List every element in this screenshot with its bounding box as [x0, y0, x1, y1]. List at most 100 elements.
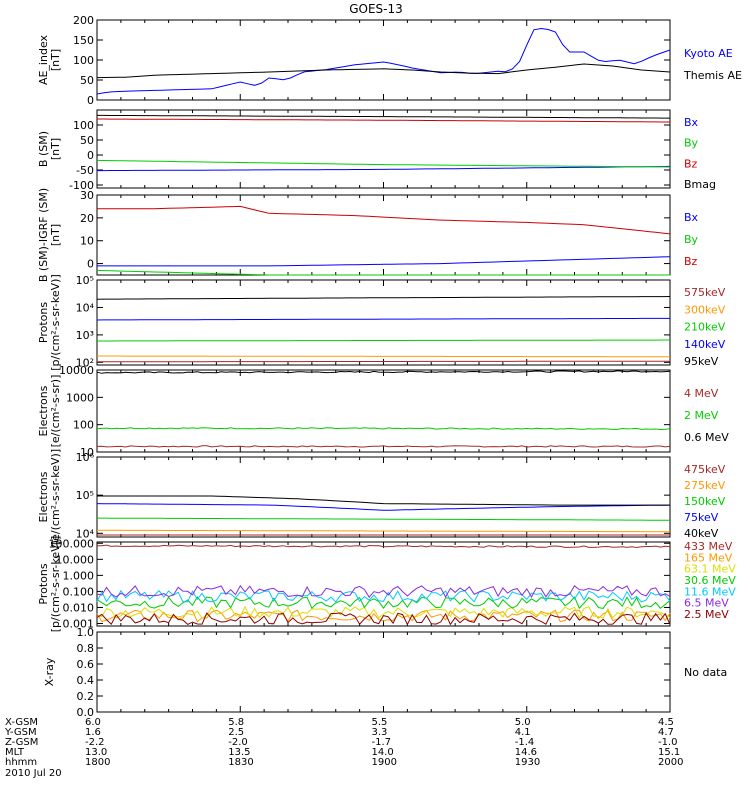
panel-frame: [96, 279, 671, 366]
legend-entry: 11.6 MeV: [684, 585, 736, 598]
legend-entry: Bmag: [684, 178, 716, 191]
ephemeris-value: 14.0: [372, 747, 394, 758]
series-line: [97, 495, 670, 506]
y-tick-label: 10²: [76, 356, 94, 369]
legend-entry: Bz: [684, 255, 698, 268]
y-tick-label: 150: [73, 34, 94, 47]
legend-entry: 30.6 MeV: [684, 574, 736, 587]
y-tick-label: 50: [80, 134, 94, 147]
legend-entry: 140keV: [684, 338, 726, 351]
series-line: [97, 529, 670, 533]
ephemeris-value: 6.0: [85, 717, 101, 728]
series-line: [97, 256, 671, 267]
y-tick-label: 20: [80, 212, 94, 225]
y-tick-label: 10⁴: [76, 301, 95, 314]
legend-entry: 0.6 MeV: [684, 431, 729, 444]
ephemeris-value: 15.1: [658, 747, 680, 758]
series-line: [96, 609, 671, 623]
legend-entry: Themis AE: [683, 69, 742, 82]
panel-6: 10⁴ 10⁵ 10⁶ Electrons [e/(cm²-s-sr-keV)] 475k…: [37, 449, 726, 545]
y-tick-label: 10: [80, 235, 94, 248]
ephemeris-value: 14.6: [515, 747, 537, 758]
panel-frame: [96, 369, 671, 453]
ephemeris-value: -1.4: [515, 737, 535, 748]
legend-entry: 165 MeV: [684, 551, 733, 564]
y-tick-label: 200: [73, 14, 94, 27]
y-tick-label: 10⁴: [76, 527, 95, 540]
series-line: [97, 517, 670, 521]
y-axis-label: B (SM): [37, 131, 50, 167]
series-line: [96, 503, 671, 511]
legend-entry: 150keV: [684, 495, 726, 508]
legend-entry: 300keV: [684, 303, 726, 316]
ephemeris-value: 1900: [372, 757, 397, 768]
legend-entry: Bx: [684, 116, 699, 129]
y-tick-label: 10.000: [56, 553, 95, 566]
ephemeris-value: 5.5: [372, 717, 388, 728]
legend-entry: 75keV: [684, 511, 719, 524]
no-data-label: No data: [684, 666, 727, 679]
legend-entry: 210keV: [684, 321, 726, 334]
legend-entry: 40keV: [684, 527, 719, 540]
y-tick-label: 0.0: [77, 706, 95, 719]
legend-entry: 4 MeV: [684, 387, 719, 400]
ephemeris-value: 13.5: [228, 747, 250, 758]
panel-2: -100 -50 0 50 100 B (SM) [nT] Bx By Bz Bmag: [37, 109, 716, 192]
ephemeris-row-label: X-GSM: [5, 717, 38, 728]
ephemeris-value: 1830: [228, 757, 253, 768]
series-line: [97, 339, 670, 342]
ephemeris-value: 4.7: [658, 727, 674, 738]
ephemeris-value: 1.6: [85, 727, 101, 738]
series-line: [96, 605, 671, 619]
y-tick-label: 1.0: [77, 626, 95, 639]
y-axis-label: X-ray: [43, 657, 56, 686]
ephemeris-value: 2.5: [228, 727, 244, 738]
series-line: [97, 360, 670, 363]
y-tick-label: 0.6: [77, 658, 95, 671]
y-axis-label: B (SM)-IGRF (SM): [37, 188, 50, 282]
y-tick-label: 100: [73, 119, 94, 132]
series-line: [96, 296, 671, 300]
series-line: [97, 205, 671, 235]
series-line: [96, 269, 670, 276]
series-line: [96, 427, 671, 431]
y-tick-label: 10⁵: [76, 489, 94, 502]
series-line: [96, 370, 671, 374]
panel-frame: [96, 456, 671, 538]
series-line: [96, 589, 671, 603]
series-line: [96, 612, 671, 626]
y-tick-label: 100.000: [49, 537, 95, 550]
y-tick-label: 0.4: [77, 674, 95, 687]
panel-4: 10² 10³ 10⁴ 10⁵ Protons [p/(cm²-s-sr-keV)] 575…: [37, 274, 726, 371]
y-axis-label: Protons: [37, 563, 50, 604]
y-axis-label: Protons: [37, 302, 50, 343]
y-tick-label: 0.8: [77, 642, 95, 655]
ephemeris-value: 2000: [658, 757, 683, 768]
figure-title: GOES-13: [349, 2, 403, 16]
y-tick-label: 0.010: [63, 601, 95, 614]
ephemeris-value: -2.0: [228, 737, 248, 748]
series-line: [96, 445, 671, 448]
legend-entry: 275keV: [684, 479, 726, 492]
series-line: [97, 355, 670, 358]
legend-entry: Bz: [684, 157, 698, 170]
ephemeris-value: 5.0: [515, 717, 531, 728]
series-line: [96, 596, 671, 610]
legend-entry: By: [684, 233, 699, 246]
ephemeris-row-label: Y-GSM: [4, 727, 37, 738]
ephemeris-value: 1930: [515, 757, 540, 768]
series-line: [96, 317, 670, 321]
legend-entry: Kyoto AE: [684, 47, 733, 60]
series-line: [96, 63, 671, 79]
legend-entry: 475keV: [684, 463, 726, 476]
y-tick-label: 10000: [59, 364, 94, 377]
y-tick-label: 0: [87, 149, 94, 162]
series-line: [97, 544, 671, 549]
y-axis-label: [p/(cm²-s-sr-keV)]: [49, 274, 62, 371]
panel-3: 0 10 20 30 B (SM)-IGRF (SM) [nT] Bx By Bz: [37, 188, 699, 282]
y-tick-label: 1000: [66, 391, 94, 404]
y-axis-label: [e/(cm²-s-sr)]: [49, 375, 62, 448]
y-axis-label: Electrons: [37, 385, 50, 436]
